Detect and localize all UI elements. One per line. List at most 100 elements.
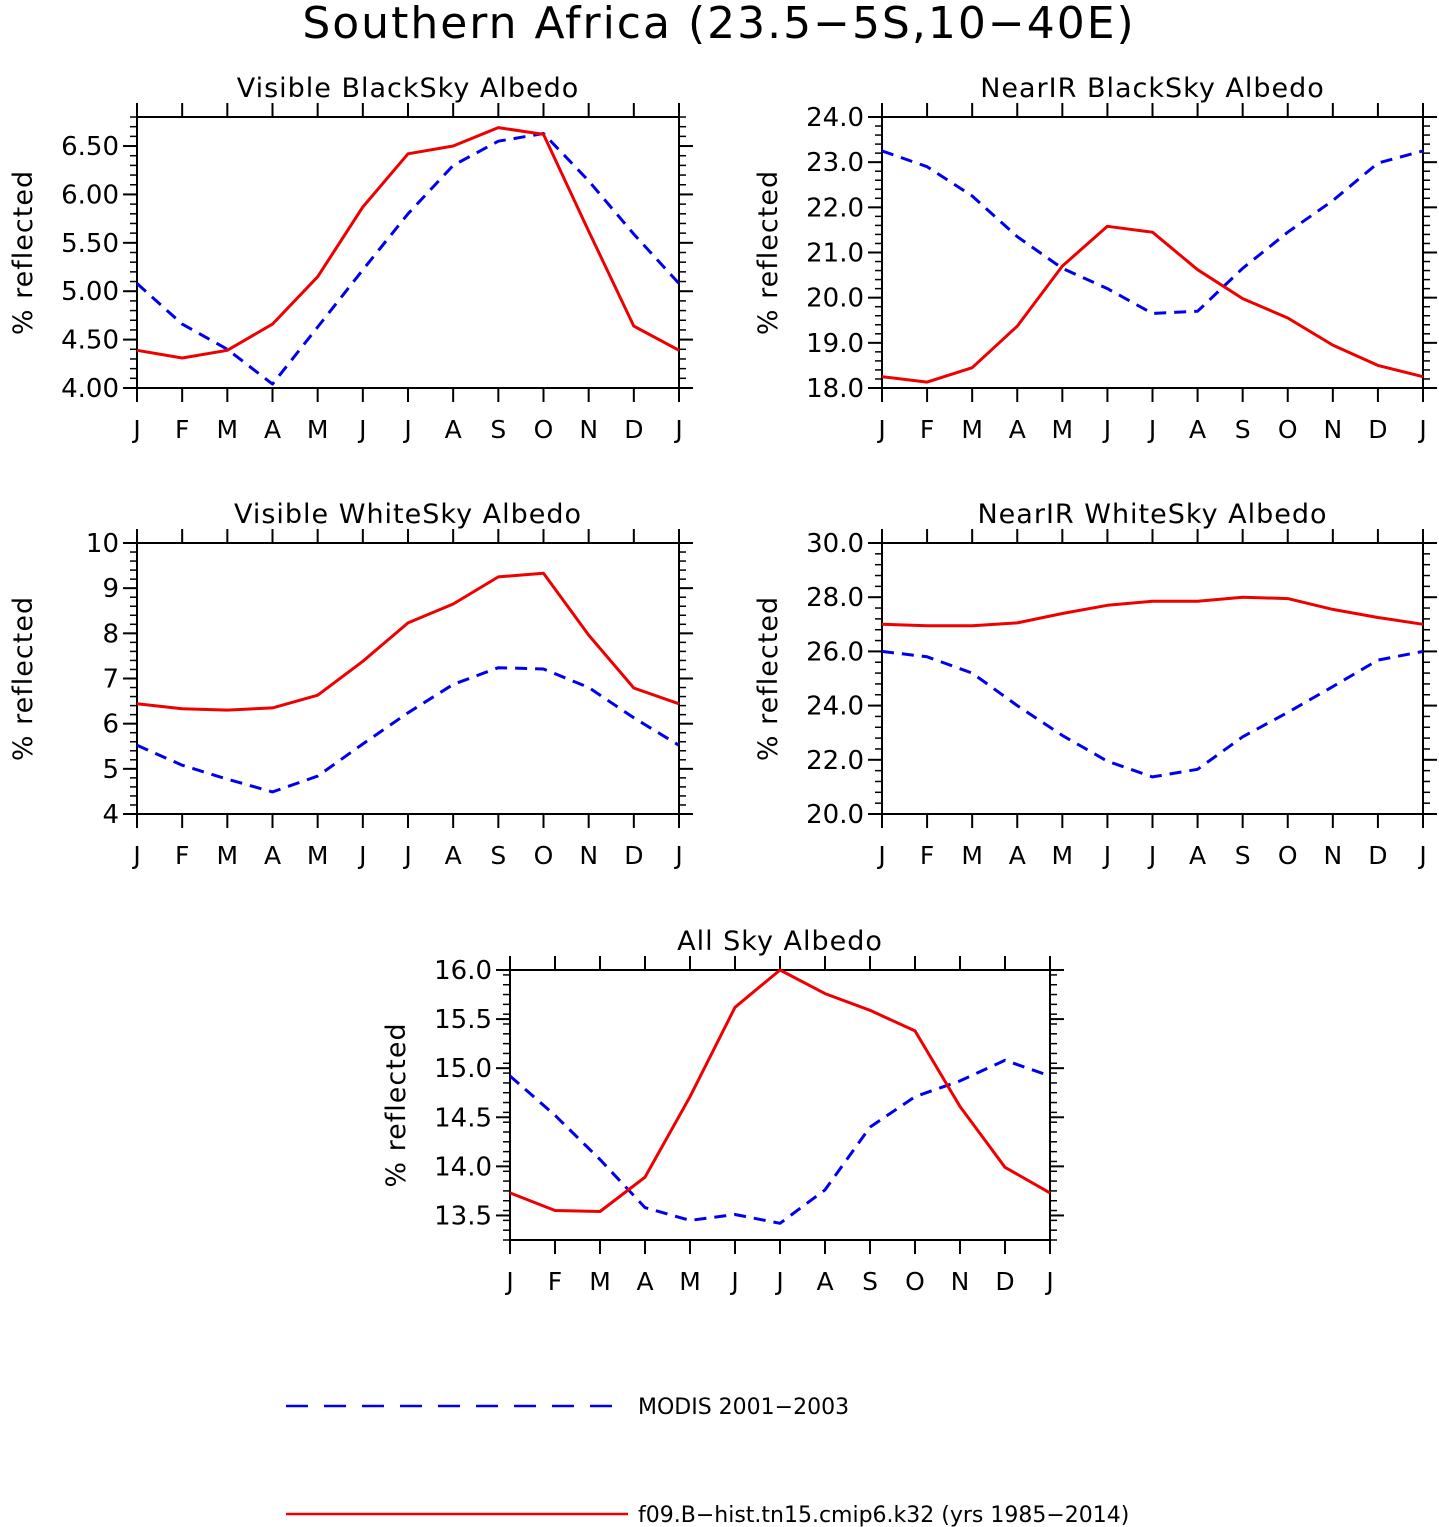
- y-tick-label: 4.50: [61, 326, 119, 356]
- y-axis-label: % reflected: [8, 596, 39, 761]
- y-tick-label: 5.00: [61, 277, 119, 307]
- x-tick-label: O: [1278, 415, 1298, 444]
- x-tick-label: O: [534, 415, 554, 444]
- y-tick-label: 26.0: [806, 637, 864, 667]
- x-tick-label: N: [1323, 841, 1342, 870]
- plot-frame: [881, 542, 1424, 815]
- x-tick-label: J: [673, 841, 682, 870]
- x-tick-label: J: [402, 841, 411, 870]
- x-tick-label: J: [504, 1267, 513, 1296]
- series-line-model: [509, 968, 1051, 1213]
- y-axis-label: % reflected: [381, 1022, 412, 1187]
- x-tick-label: J: [357, 415, 366, 444]
- y-tick-label: 28.0: [806, 583, 864, 613]
- y-tick-label: 20.0: [806, 800, 864, 830]
- y-tick-label: 8: [102, 619, 119, 649]
- x-tick-label: J: [1147, 841, 1156, 870]
- x-tick-label: F: [175, 841, 189, 870]
- x-tick-label: S: [490, 841, 506, 870]
- x-tick-label: D: [624, 415, 643, 444]
- x-tick-label: N: [579, 415, 598, 444]
- x-tick-label: D: [1368, 841, 1387, 870]
- series-line-model: [136, 126, 680, 360]
- y-tick-label: 22.0: [806, 193, 864, 223]
- y-axis-label: % reflected: [753, 170, 784, 335]
- y-tick-label: 13.5: [434, 1201, 492, 1231]
- x-tick-label: A: [445, 841, 462, 870]
- plot-frame: [881, 116, 1424, 389]
- panel-title: All Sky Albedo: [677, 926, 883, 957]
- x-tick-label: J: [131, 415, 140, 444]
- x-tick-label: A: [816, 1267, 833, 1296]
- x-tick-label: N: [951, 1267, 970, 1296]
- x-tick-label: A: [264, 841, 281, 870]
- y-tick-label: 4.00: [61, 374, 119, 404]
- y-tick-label: 20.0: [806, 284, 864, 314]
- legend-label-modis: MODIS 2001−2003: [638, 1395, 849, 1420]
- x-tick-label: F: [175, 415, 189, 444]
- x-tick-label: J: [357, 841, 366, 870]
- x-tick-label: S: [1235, 841, 1251, 870]
- x-tick-label: F: [548, 1267, 562, 1296]
- x-tick-label: A: [1009, 415, 1026, 444]
- y-tick-label: 14.5: [434, 1103, 492, 1133]
- panel-title: NearIR WhiteSky Albedo: [977, 499, 1327, 530]
- x-tick-label: A: [1009, 841, 1026, 870]
- x-tick-label: J: [876, 415, 885, 444]
- y-tick-label: 18.0: [806, 374, 864, 404]
- x-tick-label: A: [445, 415, 462, 444]
- x-tick-label: D: [624, 841, 643, 870]
- x-tick-label: J: [1147, 415, 1156, 444]
- x-tick-label: J: [1044, 1267, 1053, 1296]
- y-axis-label: % reflected: [753, 596, 784, 761]
- x-tick-label: M: [679, 1267, 701, 1296]
- panel-title: Visible BlackSky Albedo: [237, 73, 580, 104]
- legend-label-model: f09.B−hist.tn15.cmip6.k32 (yrs 1985−2014…: [638, 1503, 1129, 1527]
- x-tick-label: O: [1278, 841, 1298, 870]
- x-tick-label: J: [402, 415, 411, 444]
- series-line-modis: [881, 649, 1424, 779]
- x-tick-label: M: [217, 841, 239, 870]
- series-line-modis: [881, 149, 1424, 315]
- x-tick-label: O: [905, 1267, 925, 1296]
- y-tick-label: 10: [86, 529, 119, 559]
- x-tick-label: J: [1417, 415, 1426, 444]
- x-tick-label: A: [264, 415, 281, 444]
- y-tick-label: 9: [102, 574, 119, 604]
- x-tick-label: O: [534, 841, 554, 870]
- x-tick-label: J: [1102, 415, 1111, 444]
- y-tick-label: 14.0: [434, 1152, 492, 1182]
- y-tick-label: 19.0: [806, 329, 864, 359]
- y-tick-label: 16.0: [434, 956, 492, 986]
- x-tick-label: M: [1052, 841, 1074, 870]
- x-tick-label: D: [1368, 415, 1387, 444]
- x-tick-label: N: [579, 841, 598, 870]
- series-line-model: [881, 595, 1424, 628]
- plot-frame: [509, 969, 1051, 1241]
- plot-frame: [136, 542, 680, 815]
- x-tick-label: N: [1323, 415, 1342, 444]
- y-tick-label: 6.50: [61, 132, 119, 162]
- legend: MODIS 2001−2003 f09.B−hist.tn15.cmip6.k32…: [286, 1395, 1129, 1527]
- x-tick-label: A: [636, 1267, 653, 1296]
- x-tick-label: M: [217, 415, 239, 444]
- x-tick-label: M: [307, 841, 329, 870]
- y-tick-label: 22.0: [806, 746, 864, 776]
- y-tick-label: 23.0: [806, 148, 864, 178]
- y-tick-label: 15.5: [434, 1005, 492, 1035]
- x-tick-label: M: [961, 841, 983, 870]
- x-tick-label: S: [1235, 415, 1251, 444]
- series-line-model: [881, 224, 1424, 384]
- x-tick-label: F: [920, 415, 934, 444]
- x-tick-label: J: [1417, 841, 1426, 870]
- y-tick-label: 24.0: [806, 692, 864, 722]
- series-line-model: [136, 571, 680, 712]
- x-tick-label: J: [131, 841, 140, 870]
- x-tick-label: S: [862, 1267, 878, 1296]
